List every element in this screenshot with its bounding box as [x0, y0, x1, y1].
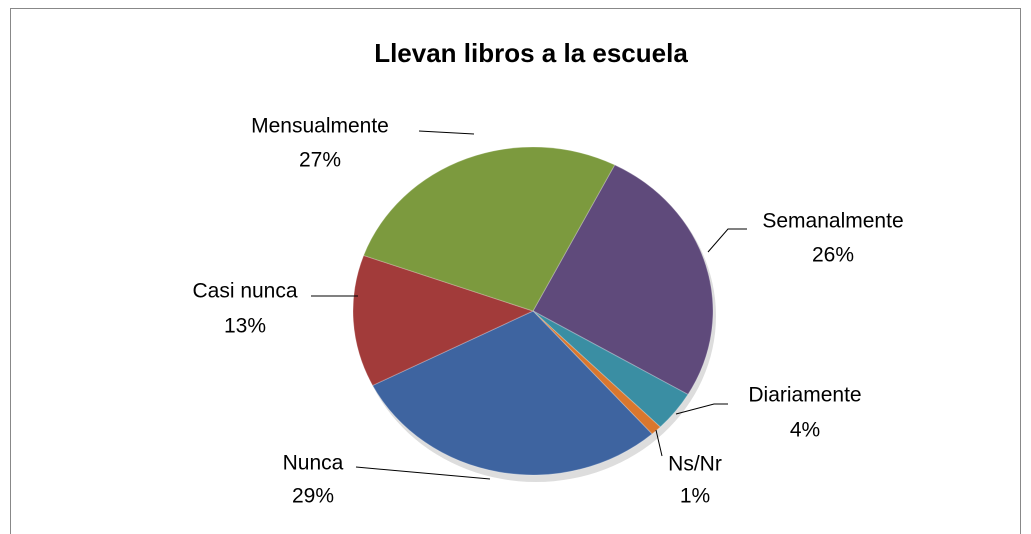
leader-line: [655, 429, 663, 457]
slice-label: Semanalmente: [762, 210, 903, 233]
slice-value-label: 26%: [812, 244, 854, 267]
leader-line: [355, 466, 491, 480]
leader-line: [707, 228, 747, 253]
pie-slice: [532, 164, 714, 396]
slice-label: Diariamente: [748, 384, 861, 407]
pie-slice: [371, 310, 653, 476]
chart-border: [10, 8, 1021, 534]
leader-line: [418, 130, 475, 135]
pie-slice: [532, 310, 689, 428]
slice-value-label: 27%: [299, 149, 341, 172]
slice-value-label: 4%: [790, 419, 820, 442]
leader-line: [675, 403, 728, 415]
pie-slice: [362, 146, 616, 312]
slice-label: Mensualmente: [251, 115, 389, 138]
slice-value-label: 1%: [680, 485, 710, 508]
chart-title: Llevan libros a la escuela: [374, 38, 688, 68]
slice-value-label: 13%: [224, 315, 266, 338]
slice-label: Nunca: [283, 452, 344, 475]
pie-slice: [352, 254, 535, 387]
slice-label: Casi nunca: [192, 280, 297, 303]
slice-label: Ns/Nr: [668, 453, 722, 476]
slice-value-label: 29%: [292, 485, 334, 508]
